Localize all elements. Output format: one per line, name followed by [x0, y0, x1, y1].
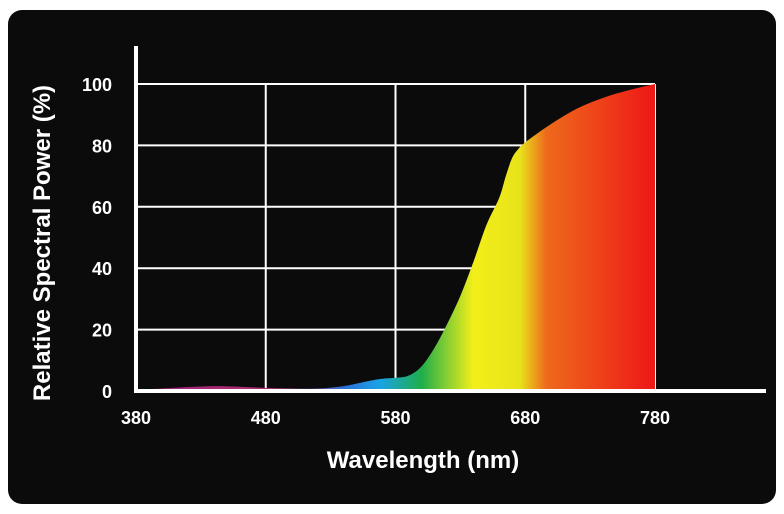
spectrum-chart: 380 480 580 680 780 0 20 40 60 80 100 Wavelength …	[29, 46, 766, 474]
y-tick-60: 60	[92, 198, 112, 218]
x-tick-580: 580	[380, 408, 410, 428]
spectrum-area	[136, 84, 655, 391]
axes	[134, 46, 766, 393]
x-tick-480: 480	[251, 408, 281, 428]
y-tick-40: 40	[92, 259, 112, 279]
x-tick-780: 780	[640, 408, 670, 428]
x-axis-title: Wavelength (nm)	[327, 447, 519, 474]
y-tick-80: 80	[92, 136, 112, 156]
chart-card: 380 480 580 680 780 0 20 40 60 80 100 Wavelength …	[8, 10, 776, 504]
y-tick-labels: 0 20 40 60 80 100	[82, 75, 112, 402]
x-tick-380: 380	[121, 408, 151, 428]
x-tick-labels: 380 480 580 680 780	[121, 408, 670, 428]
y-tick-0: 0	[102, 382, 112, 402]
y-tick-100: 100	[82, 75, 112, 95]
y-axis-title: Relative Spectral Power (%)	[29, 85, 56, 401]
x-tick-680: 680	[510, 408, 540, 428]
y-tick-20: 20	[92, 321, 112, 341]
